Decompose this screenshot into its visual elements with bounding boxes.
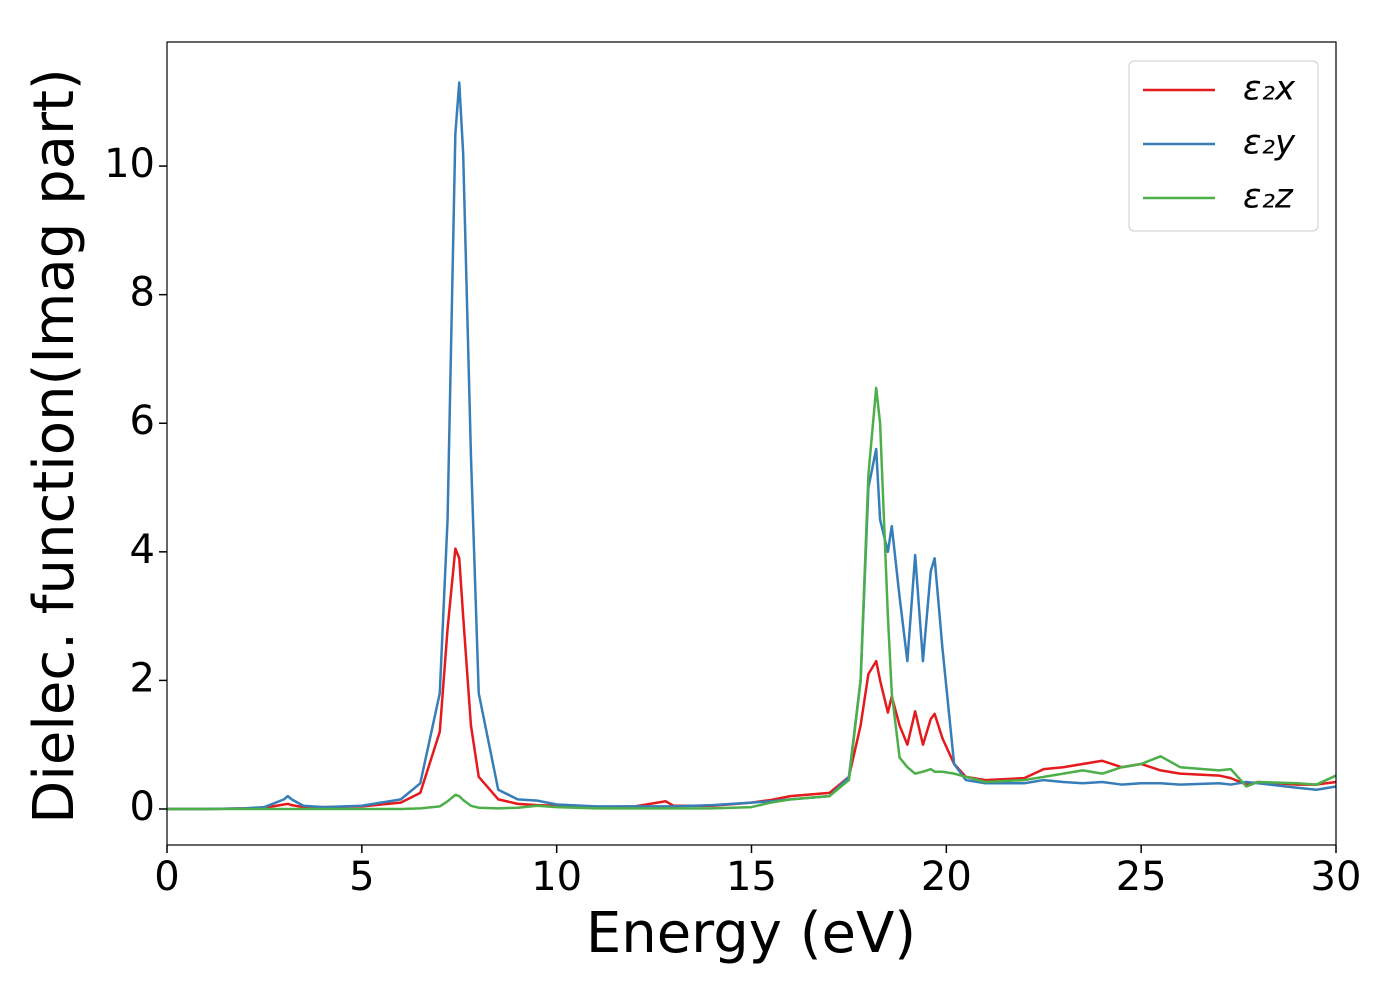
legend-label: ε₂y [1243,123,1296,163]
y-tick-label: 2 [130,655,155,701]
x-tick-label: 5 [349,854,374,900]
x-tick-label: 15 [726,854,777,900]
y-tick-label: 6 [130,398,155,444]
y-tick-label: 4 [130,527,155,573]
y-tick-label: 10 [104,141,155,187]
legend-label: ε₂z [1243,177,1294,217]
legend-box [1128,60,1319,232]
x-tick-label: 0 [154,854,179,900]
x-tick-label: 25 [1116,854,1167,900]
y-tick-label: 0 [130,784,155,830]
x-tick-label: 30 [1311,854,1362,900]
y-axis-label: Dielec. function(Imag part) [22,68,87,824]
x-tick-label: 10 [531,854,582,900]
legend-label: ε₂x [1243,69,1296,109]
data-line [167,386,1337,811]
y-tick-label: 8 [130,270,155,316]
x-tick-label: 20 [921,854,972,900]
plot-frame [166,41,1337,846]
x-axis-label: Energy (eV) [586,901,916,966]
